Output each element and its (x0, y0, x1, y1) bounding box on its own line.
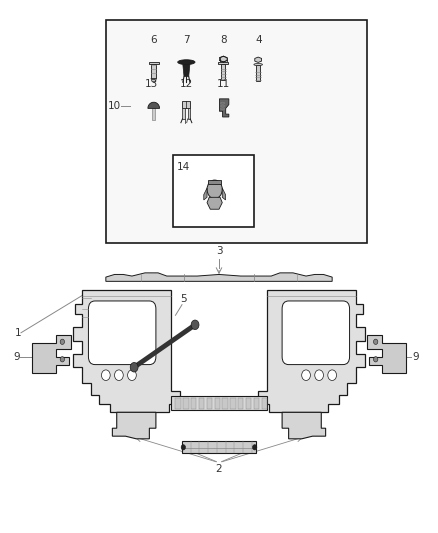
Polygon shape (219, 99, 229, 117)
Text: 2: 2 (215, 464, 223, 474)
Bar (261, 398, 267, 409)
Polygon shape (207, 197, 222, 209)
FancyBboxPatch shape (88, 301, 156, 365)
Bar (221, 64, 225, 80)
Text: 5: 5 (180, 294, 187, 304)
Bar (223, 398, 228, 409)
Text: 9: 9 (413, 352, 419, 361)
Bar (152, 108, 155, 120)
Text: 7: 7 (183, 35, 190, 45)
Polygon shape (32, 335, 71, 373)
Bar (218, 62, 229, 64)
Bar (246, 398, 251, 409)
Polygon shape (73, 290, 180, 413)
Ellipse shape (178, 60, 195, 64)
Bar (151, 64, 156, 78)
Text: 6: 6 (150, 35, 157, 45)
FancyBboxPatch shape (282, 301, 350, 365)
Bar (182, 441, 256, 453)
Text: 10: 10 (108, 101, 121, 111)
Text: 12: 12 (180, 78, 193, 88)
Polygon shape (219, 56, 227, 62)
Polygon shape (367, 335, 406, 373)
Circle shape (181, 445, 185, 450)
Text: 4: 4 (255, 35, 262, 45)
Circle shape (374, 357, 378, 362)
Bar (106, 20, 367, 243)
Text: 3: 3 (215, 246, 223, 256)
Text: 11: 11 (216, 78, 230, 88)
Polygon shape (282, 413, 325, 439)
Circle shape (60, 357, 64, 362)
Bar (183, 108, 185, 119)
Polygon shape (148, 102, 159, 108)
Text: 8: 8 (220, 35, 227, 45)
Text: 13: 13 (145, 78, 158, 88)
Circle shape (115, 370, 123, 381)
Polygon shape (151, 78, 156, 82)
Polygon shape (113, 413, 156, 439)
Bar (230, 398, 236, 409)
Bar (254, 398, 259, 409)
Circle shape (315, 370, 323, 381)
Text: 14: 14 (177, 162, 190, 172)
Polygon shape (183, 64, 190, 76)
Polygon shape (258, 290, 365, 413)
Polygon shape (222, 188, 226, 200)
Circle shape (328, 370, 336, 381)
Bar (208, 180, 221, 184)
Bar (173, 155, 254, 227)
Bar (184, 398, 188, 409)
Polygon shape (255, 57, 261, 62)
Polygon shape (204, 188, 207, 200)
Ellipse shape (254, 63, 262, 66)
Circle shape (60, 339, 64, 344)
Circle shape (302, 370, 311, 381)
Circle shape (127, 370, 136, 381)
Circle shape (102, 370, 110, 381)
Bar (191, 398, 196, 409)
Circle shape (207, 180, 222, 199)
Bar (256, 65, 260, 81)
Bar (187, 108, 190, 119)
Text: 9: 9 (14, 352, 20, 361)
Bar (171, 397, 267, 410)
Circle shape (253, 445, 257, 450)
Bar (215, 398, 220, 409)
Circle shape (130, 362, 138, 372)
Bar (148, 62, 159, 64)
Circle shape (374, 339, 378, 344)
Bar (199, 398, 204, 409)
Polygon shape (106, 273, 332, 281)
Text: 1: 1 (14, 328, 21, 338)
Bar (207, 398, 212, 409)
Bar (238, 398, 244, 409)
Bar (183, 101, 190, 108)
Circle shape (191, 320, 199, 329)
Bar (176, 398, 181, 409)
